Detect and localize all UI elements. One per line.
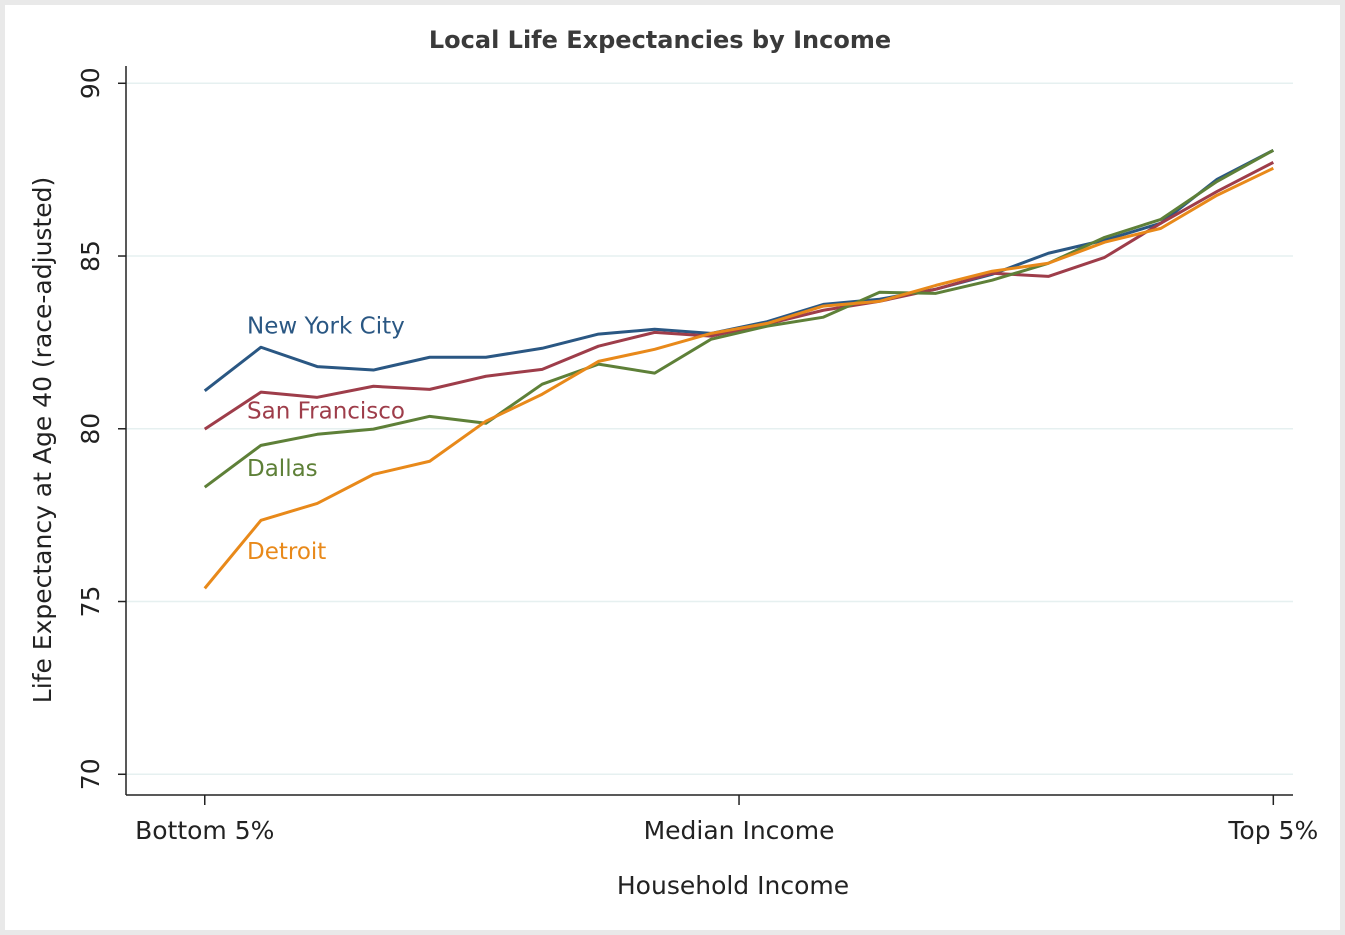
y-tick-label: 90 bbox=[76, 67, 105, 99]
x-tick-label: Bottom 5% bbox=[135, 816, 274, 845]
x-tick-label: Median Income bbox=[644, 816, 835, 845]
series-label: Dallas bbox=[247, 456, 318, 482]
y-axis-label: Life Expectancy at Age 40 (race-adjusted… bbox=[28, 177, 57, 703]
x-tick-label: Top 5% bbox=[1227, 816, 1318, 845]
series-line bbox=[203, 148, 1275, 489]
x-axis-label: Household Income bbox=[617, 871, 849, 900]
y-tick-label: 80 bbox=[76, 413, 105, 445]
series-label: New York City bbox=[247, 314, 405, 340]
y-tick-label: 70 bbox=[76, 758, 105, 790]
series-line bbox=[203, 166, 1274, 590]
series-line bbox=[203, 161, 1275, 431]
y-tick-label: 75 bbox=[76, 586, 105, 618]
series-label: San Francisco bbox=[247, 399, 405, 425]
chart-title: Local Life Expectancies by Income bbox=[429, 26, 891, 54]
series-label: Detroit bbox=[247, 539, 326, 565]
y-tick-label: 85 bbox=[76, 240, 105, 272]
chart-background bbox=[5, 5, 1340, 930]
